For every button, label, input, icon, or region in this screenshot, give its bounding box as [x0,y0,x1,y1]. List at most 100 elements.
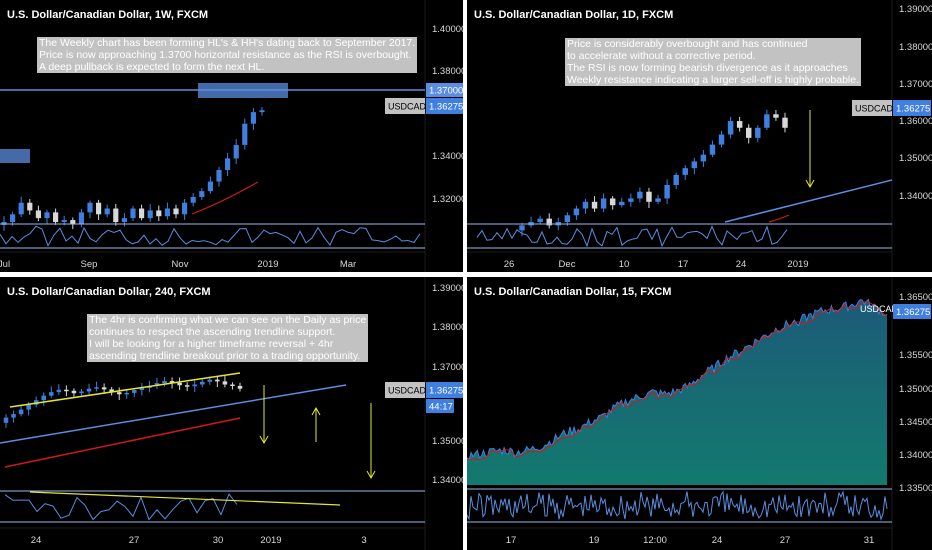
candle-body [199,381,205,385]
m15-chart-title: U.S. Dollar/Canadian Dollar, 15, FXCM [474,286,672,298]
rsi-line [476,225,788,248]
symbol-label-bg [385,382,425,398]
y-tick-label: 1.34000 [432,475,463,486]
candle-body [109,389,114,393]
candle-body [139,208,145,219]
last-price-tag: 1.36275 [429,386,463,397]
daily-chart-panel[interactable]: 1.39000 1.38000 1.37000 1.36000 1.35000 1.340… [467,0,932,272]
moving-average-line [191,181,259,215]
x-tick-label: Jul [0,259,10,270]
y-tick-label: 1.38000 [432,66,463,77]
candle-body [1,222,7,225]
candle-body [121,218,127,222]
candle-body [691,161,698,169]
h4-chart-title: U.S. Dollar/Canadian Dollar, 240, FXCM [7,286,211,298]
y-tick-label: 1.32000 [432,194,463,205]
candle-body [222,381,228,385]
m15-chart-panel[interactable]: 1.36500 1.35500 1.35000 1.34500 1.34000 1.335… [467,277,932,550]
candle-body [746,127,752,138]
candle-body [124,392,130,395]
candle-body [764,114,770,128]
candle-body [537,218,543,222]
ascending-trendline [724,179,893,223]
candle-body [237,385,243,389]
candle-body [64,389,69,392]
candle-body [87,202,93,213]
weekly-chart-svg[interactable]: 1.40000 1.38000 1.34000 1.32000 Jul Sep Nov 201… [0,0,463,272]
x-tick-label: 2019 [260,535,281,546]
candle-body [207,379,213,382]
y-tick-label: 1.35000 [899,384,932,395]
candle-body [637,191,643,199]
candle-body [96,202,102,215]
candle-body [78,212,84,224]
candle-body [655,198,661,202]
m15-chart-svg[interactable]: 1.36500 1.35500 1.35000 1.34500 1.34000 1.335… [467,277,932,550]
candle-body [259,110,265,113]
moving-average-line [467,301,888,461]
candle-body [619,201,625,206]
x-tick-label: 19 [589,535,600,546]
candle-body [628,198,634,202]
x-tick-label: 26 [504,259,515,270]
candle-body [113,208,119,222]
candle-body [233,144,239,159]
bullish-arrow-head [311,406,321,416]
h4-chart-svg[interactable]: 1.39000 1.38000 1.37000 1.35000 1.34000 24 27 3… [0,277,463,550]
countdown-bg [426,399,454,413]
symbol-label: USDCAD [388,102,427,112]
candle-body [132,390,137,393]
candle-body [11,414,16,418]
x-tick-label: Mar [340,259,356,270]
candle-body [192,384,197,387]
candle-body [116,392,122,395]
weekly-chart-title: U.S. Dollar/Canadian Dollar, 1W, FXCM [7,9,209,21]
y-tick-label: 1.34000 [432,151,463,162]
y-tick-label: 1.35000 [432,436,463,447]
y-tick-label: 1.34000 [899,191,932,202]
last-price-tag: 1.36275 [896,307,930,318]
x-tick-label: 27 [780,535,791,546]
candle-body [184,385,190,387]
resistance-tag: 1.37000 [429,86,463,97]
candle-body [564,215,571,222]
y-tick-label: 1.38000 [899,42,932,53]
candle-body [573,208,580,216]
candle-body [26,404,31,410]
supply-zone-left [0,149,30,163]
y-tick-label: 1.34000 [899,450,932,461]
x-tick-label: 10 [619,259,630,270]
x-tick-label: 31 [864,535,875,546]
candle-body [682,168,688,175]
candle-body [782,117,788,128]
moving-average-line [4,417,241,468]
candle-body [736,121,743,128]
x-tick-label: 2019 [257,259,278,270]
weekly-chart-panel[interactable]: 1.40000 1.38000 1.34000 1.32000 Jul Sep Nov 201… [0,0,463,272]
symbol-label-bg [852,100,892,116]
candle-body [53,212,59,222]
candle-body [664,184,670,199]
daily-chart-svg[interactable]: 1.39000 1.38000 1.37000 1.36000 1.35000 1.340… [467,0,932,272]
price-line [467,298,888,461]
x-tick-label: 2019 [787,259,808,270]
resistance-tag-bg [426,83,463,97]
symbol-label-bg [385,98,425,114]
y-tick-label: 1.40000 [432,24,463,35]
candle-body [10,214,16,222]
candle-body [162,381,167,384]
x-tick-label: 3 [361,535,366,546]
candle-body [104,208,110,215]
candle-body [147,210,153,219]
candle-body [49,392,54,396]
symbol-label: USDCAD [388,386,427,396]
candle-body [41,395,47,401]
candle-body [177,382,182,386]
h4-chart-panel[interactable]: 1.39000 1.38000 1.37000 1.35000 1.34000 24 27 3… [0,277,463,550]
candle-body [582,201,589,209]
rsi-line [0,225,421,247]
candle-body [673,174,679,185]
last-price-tag: 1.36275 [429,102,463,113]
candle-body [242,123,248,145]
candle-body [169,381,175,383]
